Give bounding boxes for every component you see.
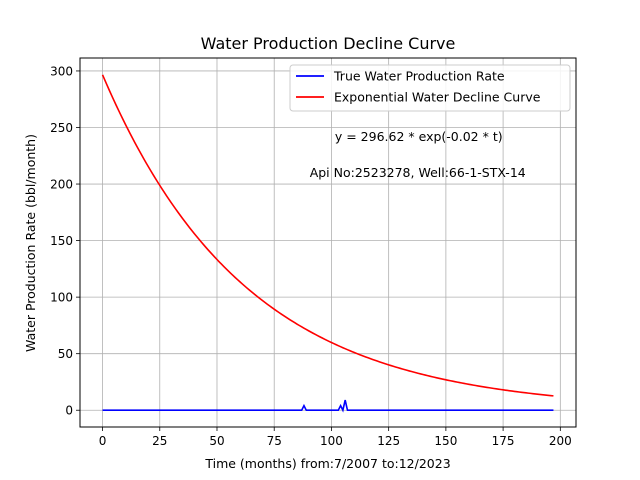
x-tick-label: 25 xyxy=(152,434,167,448)
x-tick-label: 150 xyxy=(434,434,457,448)
y-tick-label: 300 xyxy=(50,64,73,78)
y-tick-label: 100 xyxy=(50,291,73,305)
x-axis-label: Time (months) from:7/2007 to:12/2023 xyxy=(204,456,450,471)
series-line-1 xyxy=(102,399,554,413)
y-axis-label: Water Production Rate (bbl/month) xyxy=(23,134,38,352)
x-tick-label: 100 xyxy=(320,434,343,448)
legend-label: Exponential Water Decline Curve xyxy=(334,90,541,105)
annotation-text: Api No:2523278, Well:66-1-STX-14 xyxy=(310,165,526,180)
legend: True Water Production Rate Exponential Wa… xyxy=(289,64,571,112)
x-tick-label: 200 xyxy=(549,434,572,448)
legend-label: True Water Production Rate xyxy=(333,69,505,84)
y-tick-label: 150 xyxy=(50,234,73,248)
series-line-2 xyxy=(101,74,554,397)
chart-title: Water Production Decline Curve xyxy=(201,34,456,53)
y-tick-label: 250 xyxy=(50,121,73,135)
x-tick-label: 125 xyxy=(377,434,400,448)
y-tick-label: 200 xyxy=(50,178,73,192)
legend-box xyxy=(289,64,571,112)
axis-ticks: 0 25 50 75 100 125 150 175 200 0 50 100 150 200 250 300 xyxy=(50,64,572,448)
y-tick-label: 50 xyxy=(58,347,73,361)
y-tick-label: 0 xyxy=(65,404,73,418)
x-tick-label: 50 xyxy=(209,434,224,448)
plot-frame xyxy=(79,57,577,428)
x-tick-label: 0 xyxy=(99,434,107,448)
series-layer xyxy=(101,74,554,413)
x-tick-label: 75 xyxy=(267,434,282,448)
x-tick-label: 175 xyxy=(492,434,515,448)
annotations: y = 296.62 * exp(-0.02 * t) Api No:252327… xyxy=(310,129,526,180)
annotation-text: y = 296.62 * exp(-0.02 * t) xyxy=(335,129,503,144)
